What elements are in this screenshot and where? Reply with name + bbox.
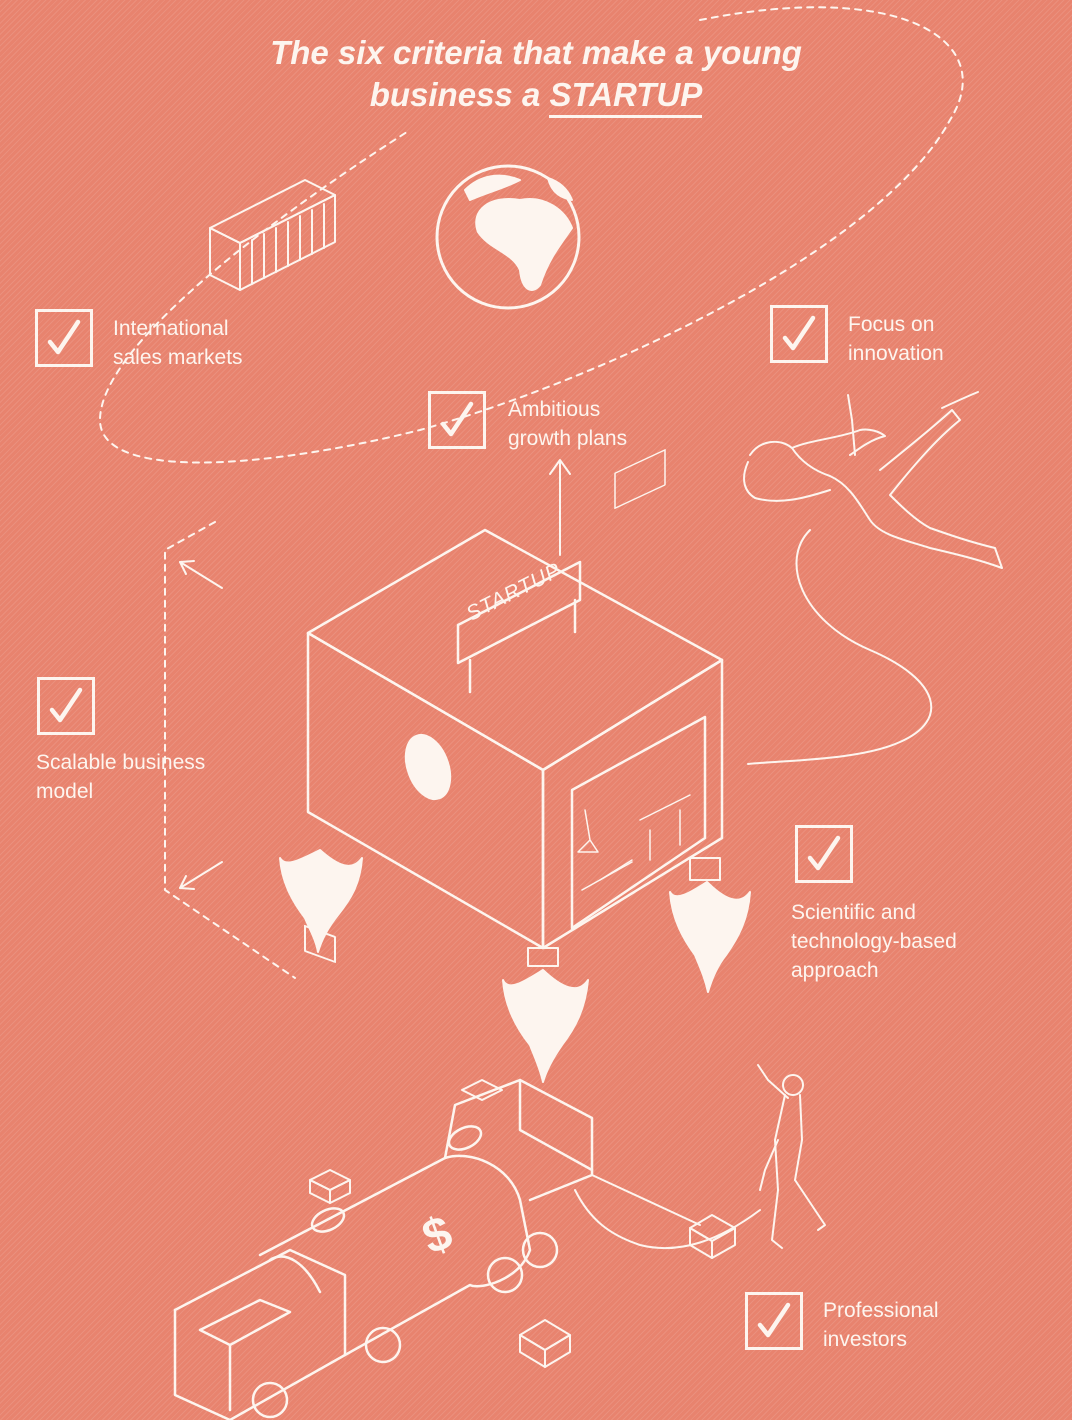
checkmark-icon [782, 315, 816, 351]
tether-cube-top [309, 1169, 351, 1204]
title-line-2: business a STARTUP [0, 74, 1072, 118]
label-line-2: sales markets [113, 346, 243, 369]
scale-arrow-up-icon [179, 560, 223, 589]
criterion-international-sales-label: International sales markets [113, 314, 243, 372]
checkbox-ambitious-growth [428, 391, 486, 449]
title-line-1: The six criteria that make a young [270, 34, 802, 71]
checkbox-international-sales [35, 309, 93, 367]
box-leg-right [689, 857, 721, 881]
label-line-1: Ambitious [508, 398, 601, 421]
flying-woman-icon [743, 391, 1003, 569]
label-line-1: Focus on [848, 313, 935, 336]
criterion-focus-innovation-label: Focus on innovation [848, 310, 944, 368]
rocket-flame-center-icon [502, 969, 589, 1083]
label-line-2: growth plans [508, 427, 628, 450]
title-emphasis: STARTUP [549, 76, 703, 118]
scale-arrow-down-icon [179, 861, 223, 890]
checkmark-icon [757, 1302, 791, 1338]
label-line-2: technology-based [791, 930, 957, 953]
flight-trail-line [747, 529, 933, 765]
checkmark-icon [807, 835, 841, 871]
label-line-2: innovation [848, 342, 944, 365]
label-line-2: investors [823, 1328, 908, 1351]
hose-line [574, 1174, 761, 1249]
rocket-flame-left-icon [279, 849, 363, 953]
title-line-2-prefix: business a [369, 76, 541, 113]
checkbox-scientific-approach [795, 825, 853, 883]
globe-icon [435, 164, 581, 310]
tether-cube-rear [461, 1079, 503, 1101]
checkmark-icon [47, 319, 81, 355]
growth-arrow-icon [549, 459, 571, 556]
rocket-flame-right-icon [669, 881, 751, 993]
label-line-1: International [113, 317, 229, 340]
investor-man-icon [757, 1064, 826, 1249]
criterion-professional-investors-label: Professional investors [823, 1296, 939, 1354]
checkbox-focus-innovation [770, 305, 828, 363]
criterion-scientific-approach-label: Scientific and technology-based approach [791, 898, 957, 985]
label-line-1: Scientific and [791, 901, 916, 924]
page-title: The six criteria that make a young busin… [0, 32, 1072, 118]
tanker-truck-icon [173, 1078, 594, 1420]
label-line-1: Scalable business [36, 751, 206, 774]
box-leg-front [527, 947, 559, 967]
tether-cube-bottom [519, 1319, 571, 1368]
label-line-1: Professional [823, 1299, 939, 1322]
checkmark-icon [440, 401, 474, 437]
label-line-3: approach [791, 959, 879, 982]
shipping-container-icon [209, 179, 336, 291]
criterion-ambitious-growth-label: Ambitious growth plans [508, 395, 627, 453]
orbit-dashed-path [99, 6, 964, 464]
scalable-bracket-dashed [164, 521, 296, 979]
startup-box [306, 449, 724, 950]
label-line-2: model [36, 780, 94, 803]
checkbox-professional-investors [745, 1292, 803, 1350]
checkmark-icon [49, 687, 83, 723]
criterion-scalable-model-label: Scalable business model [36, 748, 205, 806]
checkbox-scalable-model [37, 677, 95, 735]
tether-cube-right [689, 1214, 736, 1259]
